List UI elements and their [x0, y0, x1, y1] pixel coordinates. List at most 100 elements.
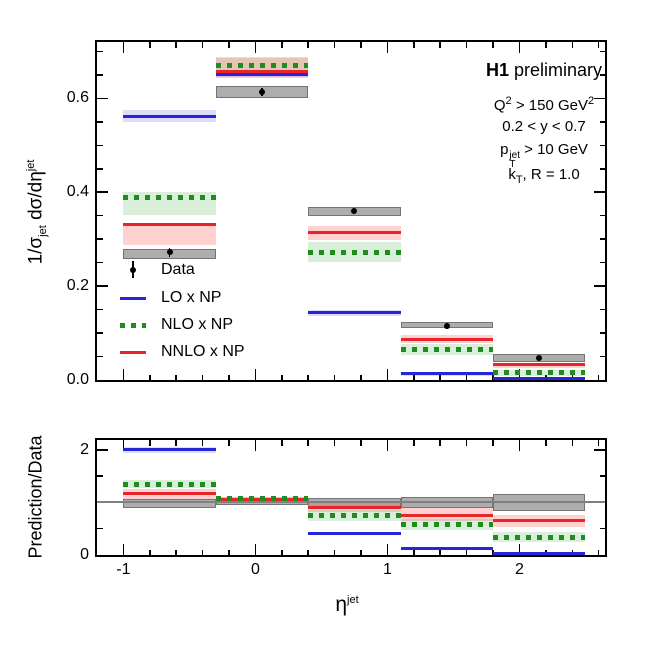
- y-tick: [599, 144, 605, 147]
- data-point: [443, 323, 450, 329]
- x-tick: [597, 549, 600, 555]
- x-tick: [175, 42, 177, 48]
- lo-ratio-line: [123, 448, 216, 452]
- y-tick: [97, 261, 103, 264]
- x-tick: [201, 440, 204, 446]
- y-tick: [599, 168, 605, 170]
- x-tick: [545, 440, 547, 446]
- x-tick: [518, 42, 521, 53]
- x-tick: [333, 42, 336, 48]
- x-tick: [149, 42, 151, 48]
- nnlo-line: [215, 70, 309, 74]
- x-tick: [492, 440, 494, 446]
- y-tick: [599, 332, 605, 334]
- legend-label: Data: [161, 261, 195, 278]
- y-tick: [97, 97, 108, 100]
- x-axis-title: ηjet: [335, 593, 359, 616]
- nnlo-line-icon: [118, 342, 148, 362]
- y-tick: [97, 332, 103, 334]
- nnlo-line: [493, 363, 586, 367]
- x-tick: [122, 42, 125, 53]
- x-tick: [439, 374, 441, 380]
- nnlo-ratio-line: [400, 514, 494, 518]
- legend-label: NNLO x NP: [161, 343, 245, 360]
- y-tick: [97, 214, 103, 217]
- lo-ratio-line: [400, 546, 494, 550]
- x-tick: [201, 374, 204, 380]
- x-tick: [439, 549, 441, 555]
- y-tick: [97, 285, 108, 287]
- y-tick: [97, 308, 103, 311]
- y-tick: [594, 449, 605, 451]
- nlo-dashed-line: [400, 522, 494, 528]
- legend-item-nlo: NLO x NP: [118, 313, 233, 337]
- x-tick: [492, 42, 494, 48]
- y-tick: [599, 475, 605, 477]
- nlo-dashed-line: [215, 496, 309, 502]
- x-tick: [281, 549, 283, 555]
- x-tick: [149, 374, 151, 380]
- x-tick-label: 1: [382, 561, 392, 578]
- x-tick: [122, 369, 125, 380]
- nlo-dashed-line: [123, 481, 216, 487]
- annotation-y-range: 0.2 < y < 0.7: [502, 118, 586, 135]
- main-y-tick-label: 0.0: [66, 371, 89, 388]
- main-plot-panel: [95, 40, 607, 382]
- nnlo-band: [123, 222, 216, 246]
- nlo-dashed-line: [215, 62, 309, 68]
- x-tick: [465, 374, 468, 380]
- nlo-dashed-line: [308, 249, 401, 255]
- x-tick: [254, 544, 257, 555]
- x-tick: [201, 549, 204, 555]
- main-y-axis-title: 1/σjet dσ/dηjet: [24, 159, 50, 265]
- x-tick: [360, 440, 362, 446]
- nnlo-line: [123, 223, 216, 227]
- lo-line: [308, 311, 401, 315]
- x-tick-label: -1: [116, 561, 131, 578]
- nlo-dashed-line: [493, 534, 586, 540]
- x-tick: [439, 440, 441, 446]
- x-tick: [439, 42, 441, 48]
- annotation-pt-cut: p jet T > 10 GeV: [500, 141, 588, 170]
- x-tick: [307, 549, 309, 555]
- y-tick: [599, 308, 605, 311]
- main-y-tick-label: 0.6: [66, 89, 89, 107]
- nnlo-ratio-line: [308, 506, 401, 510]
- x-tick: [122, 440, 125, 451]
- y-tick: [97, 191, 108, 193]
- x-tick-label: 2: [515, 561, 524, 578]
- legend-item-data: Data: [118, 258, 195, 282]
- nnlo-ratio-line: [493, 519, 586, 523]
- nlo-dashed-line: [493, 370, 586, 376]
- legend-item-nnlo: NNLO x NP: [118, 340, 245, 364]
- data-point: [536, 354, 543, 361]
- y-tick: [97, 238, 103, 240]
- x-tick: [201, 42, 204, 48]
- y-tick: [599, 121, 605, 123]
- main-plot-area: [97, 42, 605, 380]
- y-tick: [97, 355, 103, 358]
- y-tick: [97, 168, 103, 170]
- x-tick: [307, 374, 309, 380]
- y-tick: [599, 50, 605, 53]
- x-tick: [545, 42, 547, 48]
- y-tick: [599, 355, 605, 358]
- x-tick: [597, 42, 600, 48]
- x-tick: [228, 42, 230, 48]
- annotation-q2: Q2 > 150 GeV2: [493, 95, 595, 114]
- x-tick: [518, 544, 521, 555]
- x-tick: [333, 440, 336, 446]
- x-tick: [571, 549, 573, 555]
- legend-label: LO x NP: [161, 289, 222, 306]
- ratio-plot-area: [97, 440, 605, 555]
- y-tick: [594, 191, 605, 193]
- data-point-marker-icon: [118, 260, 148, 280]
- y-tick: [97, 449, 108, 451]
- x-tick-label: 0: [250, 561, 260, 578]
- y-tick: [97, 475, 103, 477]
- x-tick: [492, 549, 494, 555]
- x-tick: [518, 440, 521, 451]
- x-tick: [228, 374, 230, 380]
- x-tick: [149, 440, 151, 446]
- ratio-y-axis-title: Prediction/Data: [25, 435, 46, 559]
